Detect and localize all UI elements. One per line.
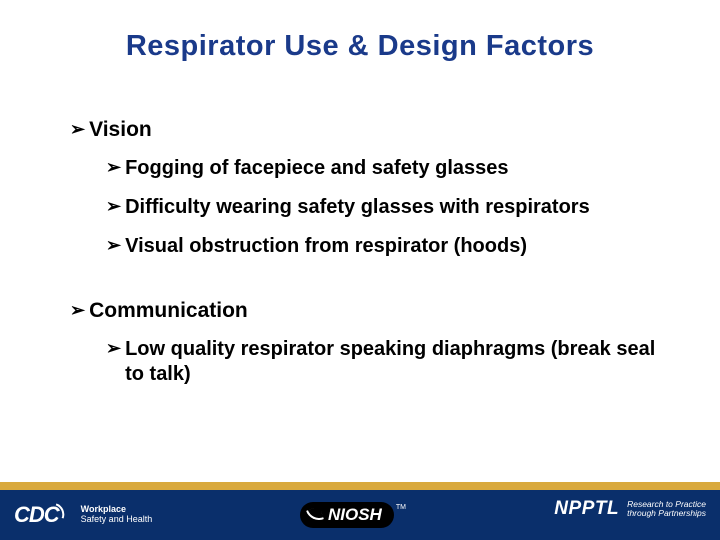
slide-title: Respirator Use & Design Factors: [0, 30, 720, 63]
cdc-subtext: Workplace Safety and Health: [81, 505, 153, 525]
arrow-bullet-icon: ➢: [106, 156, 121, 179]
list-item-text: Fogging of facepiece and safety glasses: [125, 156, 670, 181]
arrow-bullet-icon: ➢: [106, 195, 121, 218]
cdc-logo: CDC Workplace Safety and Health: [14, 490, 152, 540]
niosh-text: NIOSH: [328, 505, 382, 525]
niosh-logo: NIOSH TM: [300, 502, 406, 528]
list-item: ➢ Difficulty wearing safety glasses with…: [106, 195, 670, 220]
list-item-text: Visual obstruction from respirator (hood…: [125, 234, 670, 259]
section-heading-communication: ➢ Communication: [70, 299, 670, 323]
cdc-line2: Safety and Health: [81, 515, 153, 525]
arrow-bullet-icon: ➢: [106, 234, 121, 257]
footer-bar: CDC Workplace Safety and Health NIOSH TM…: [0, 482, 720, 540]
arrow-bullet-icon: ➢: [70, 118, 85, 141]
list-item-text: Difficulty wearing safety glasses with r…: [125, 195, 670, 220]
cdc-mark-icon: CDC: [14, 502, 59, 528]
niosh-pill-icon: NIOSH: [300, 502, 394, 528]
list-item-text: Low quality respirator speaking diaphrag…: [125, 337, 670, 387]
npptl-logo: NPPTL Research to Practice through Partn…: [554, 498, 706, 520]
section-label: Communication: [89, 299, 670, 323]
npptl-text: NPPTL: [554, 498, 619, 520]
list-item: ➢ Low quality respirator speaking diaphr…: [106, 337, 670, 387]
footer-navy-band: CDC Workplace Safety and Health NIOSH TM…: [0, 490, 720, 540]
arrow-bullet-icon: ➢: [106, 337, 121, 360]
slide-content: ➢ Vision ➢ Fogging of facepiece and safe…: [70, 118, 670, 401]
niosh-swoosh-icon: [306, 506, 324, 524]
section-heading-vision: ➢ Vision: [70, 118, 670, 142]
footer-gold-stripe: [0, 482, 720, 490]
list-item: ➢ Fogging of facepiece and safety glasse…: [106, 156, 670, 181]
arrow-bullet-icon: ➢: [70, 299, 85, 322]
trademark-icon: TM: [396, 504, 406, 511]
npptl-subtext: Research to Practice through Partnership…: [627, 500, 706, 519]
npptl-line2: through Partnerships: [627, 509, 706, 518]
section-label: Vision: [89, 118, 670, 142]
list-item: ➢ Visual obstruction from respirator (ho…: [106, 234, 670, 259]
slide: Respirator Use & Design Factors ➢ Vision…: [0, 0, 720, 540]
